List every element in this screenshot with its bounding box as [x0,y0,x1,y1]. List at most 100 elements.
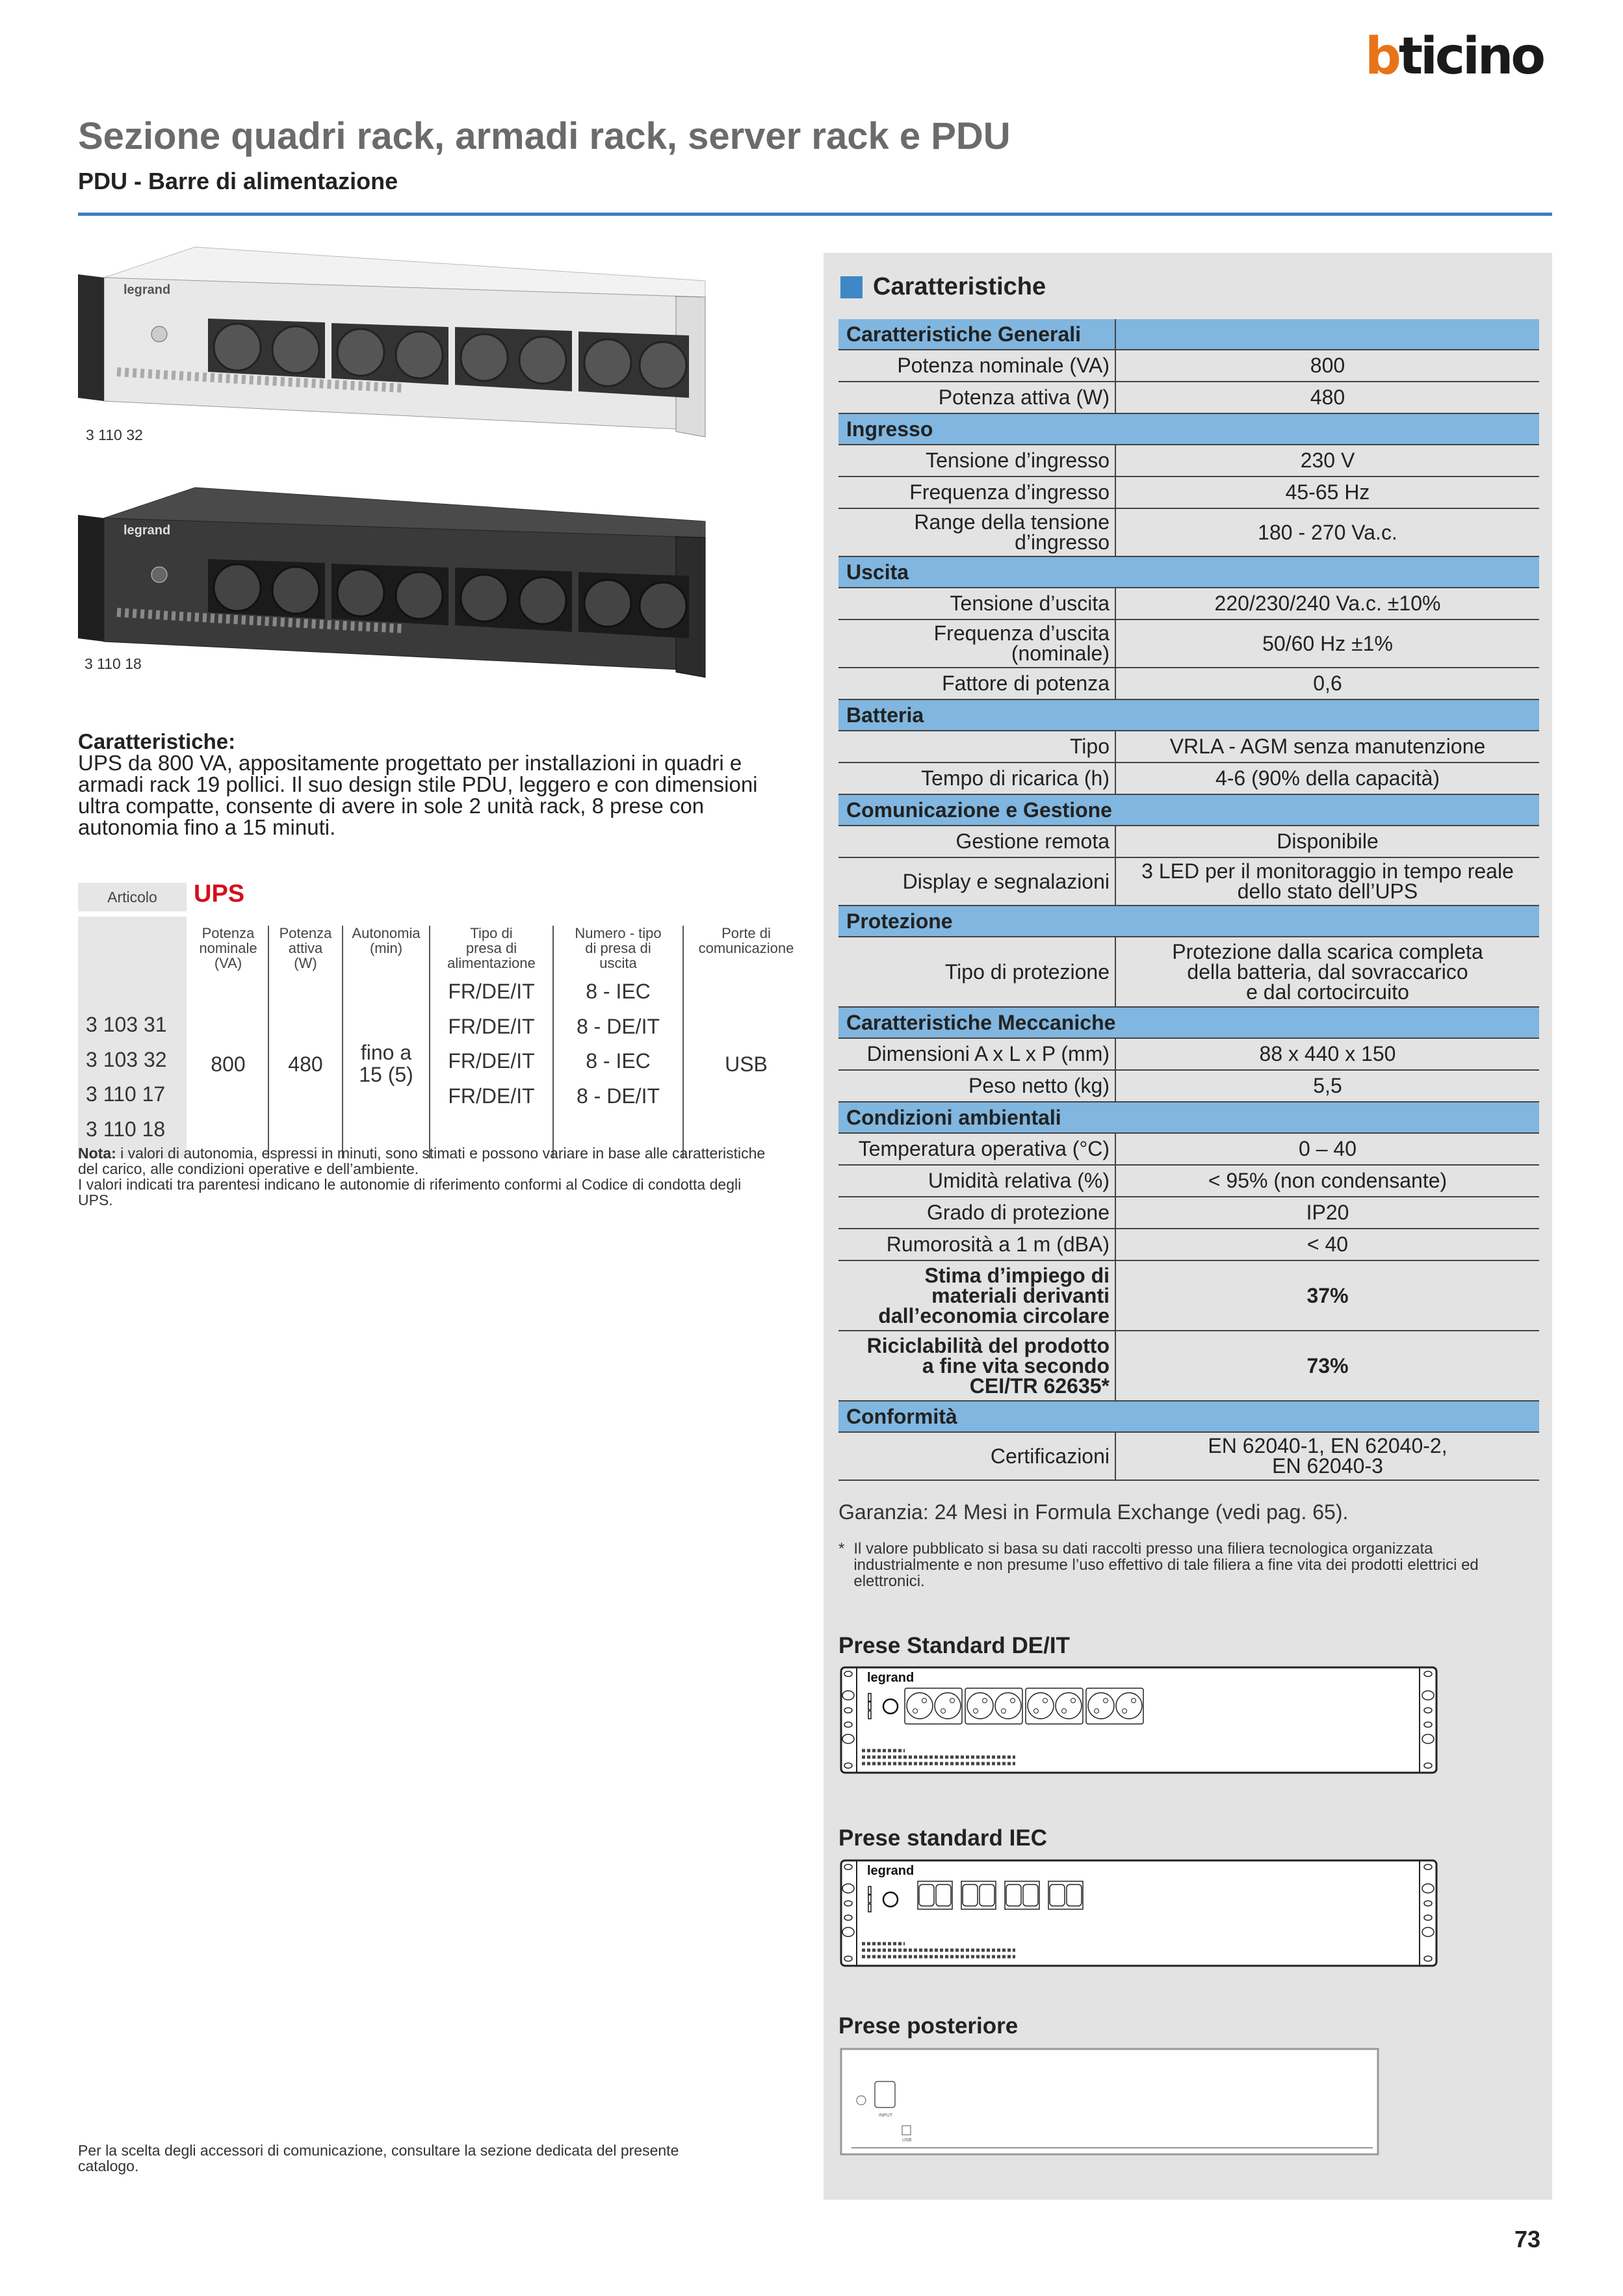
rack-hole-icon [844,1864,853,1870]
rack-hole-icon [844,1762,853,1769]
iec-socket-icon [1006,1884,1022,1907]
vent-pattern [862,1749,1015,1766]
spec-value: 230 V [1300,449,1355,472]
article-code: 3 103 31 [86,1013,167,1036]
ground-screw-icon [856,2095,866,2106]
specs-heading: Caratteristiche [840,273,1046,301]
spec-value: 180 - 270 Va.c. [1258,520,1397,544]
spec-value: < 95% (non condensante) [1208,1169,1448,1192]
input-socket-icon [874,2081,896,2108]
power-button-icon [882,1698,899,1715]
spec-value: 220/230/240 Va.c. ±10% [1214,592,1441,615]
nota-body: i valori di autonomia, espressi in minut… [78,1145,766,1177]
spec-row: Frequenza d’uscita (nominale) 50/60 Hz ±1… [838,620,1539,668]
schuko-socket-icon [994,1692,1022,1719]
spec-label: Tempo di ricarica (h) [838,763,1116,794]
usb-label: USB [902,2138,912,2143]
page-subtitle: PDU - Barre di alimentazione [78,168,398,194]
footnote: * Il valore pubblicato si basa su dati ra… [838,1541,1540,1589]
spec-value: 800 [1310,354,1345,377]
spec-section-header: Batteria [838,700,1539,731]
spec-row: Tipo di protezione Protezione dalla scari… [838,937,1539,1008]
column-divider [552,926,554,1158]
spec-label: Gestione remota [838,826,1116,857]
rack-hole-icon [1422,1927,1435,1937]
spec-row: Fattore di potenza 0,6 [838,668,1539,700]
chassis-outline [840,1666,1438,1774]
iec-socket-icon [935,1884,952,1907]
description-heading: Caratteristiche: [78,729,236,753]
spec-label: Tipo di protezione [838,937,1116,1006]
description-text: UPS da 800 VA, appositamente progettato … [78,751,758,839]
iec-socket-module [1048,1881,1084,1910]
spec-value: 480 [1310,385,1345,409]
spec-label: Potenza nominale (VA) [838,350,1116,381]
rack-hole-icon [844,1671,853,1677]
section-title: Conformità [846,1404,957,1428]
section-title: Caratteristiche Generali [838,319,1116,349]
schuko-socket-icon [1055,1692,1082,1719]
spec-value: 4-6 (90% della capacità) [1215,766,1440,790]
article-code: 3 110 17 [86,1082,166,1106]
spec-value: 5,5 [1313,1074,1342,1097]
spec-value: 88 x 440 x 150 [1259,1042,1396,1065]
rack-hole-icon [842,1734,855,1744]
spec-row: Frequenza d’ingresso 45-65 Hz [838,477,1539,509]
tipo-presa-value: FR/DE/IT [448,1084,535,1108]
iec-socket-icon [1049,1884,1065,1907]
iec-socket-module [961,1881,996,1910]
spec-value: < 40 [1306,1233,1349,1256]
socket-module [965,1688,1023,1725]
page-number: 73 [1514,2226,1541,2252]
nota-text: Nota: i valori di autonomia, espressi in… [78,1145,780,1208]
spec-row: Display e segnalazioni 3 LED per il monit… [838,858,1539,906]
spec-row: Tempo di ricarica (h) 4-6 (90% della capa… [838,763,1539,795]
rack-hole-icon [844,1914,853,1921]
spec-value: 0 – 40 [1299,1137,1357,1160]
product-image-black-pdu: legrand [78,487,706,678]
autonomia-value: fino a 15 (5) [359,1041,413,1086]
spec-row: Umidità relativa (%) < 95% (non condensan… [838,1166,1539,1197]
schuko-socket-icon [934,1692,961,1719]
spec-label: Rumorosità a 1 m (dBA) [838,1229,1116,1260]
iec-socket-icon [918,1884,935,1907]
footnote-mark: * [838,1540,845,1558]
rack-hole-icon [1423,1914,1433,1921]
led-icon [868,1886,872,1895]
spec-section-header: Comunicazione e Gestione [838,795,1539,826]
spec-label: Display e segnalazioni [838,858,1116,905]
iec-front-drawing: legrand [840,1859,1438,1967]
socket-module [904,1688,963,1725]
usb-port-icon [902,2125,911,2135]
spec-row: Dimensioni A x L x P (mm) 88 x 440 x 150 [838,1039,1539,1071]
schuko-socket-icon [1115,1692,1143,1719]
spec-section-header: Conformità [838,1402,1539,1433]
rack-hole-icon [842,1690,855,1701]
description-block: Caratteristiche: UPS da 800 VA, apposita… [78,731,799,838]
spec-label: Tipo [838,731,1116,762]
numero-tipo-value: 8 - DE/IT [576,1015,660,1038]
drawing-title-rear: Prese posteriore [838,2013,1019,2039]
porte-value: USB [725,1052,768,1076]
spec-row: Rumorosità a 1 m (dBA) < 40 [838,1229,1539,1261]
section-title: Comunicazione e Gestione [846,798,1112,822]
rack-hole-icon [1423,1671,1433,1677]
rack-hole-icon [1422,1883,1435,1894]
spec-value: VRLA - AGM senza manutenzione [1169,735,1486,758]
led-icon [868,1693,872,1702]
spec-label: Grado di protezione [838,1197,1116,1228]
spec-value: 50/60 Hz ±1% [1262,631,1393,655]
spec-row: Peso netto (kg) 5,5 [838,1071,1539,1102]
column-divider [682,926,684,1158]
chassis-outline [840,1859,1438,1967]
iec-socket-module [917,1881,953,1910]
articolo-header: Articolo [78,883,187,911]
rack-hole-icon [1423,1864,1433,1870]
tipo-presa-value: FR/DE/IT [448,1015,535,1038]
spec-label: Stima d’impiego di materiali derivanti d… [838,1261,1116,1330]
spec-label: Umidità relativa (%) [838,1166,1116,1196]
numero-tipo-value: 8 - IEC [586,980,651,1003]
specs-heading-text: Caratteristiche [873,273,1046,300]
schuko-socket-icon [1027,1692,1054,1719]
power-button-icon [882,1891,899,1908]
